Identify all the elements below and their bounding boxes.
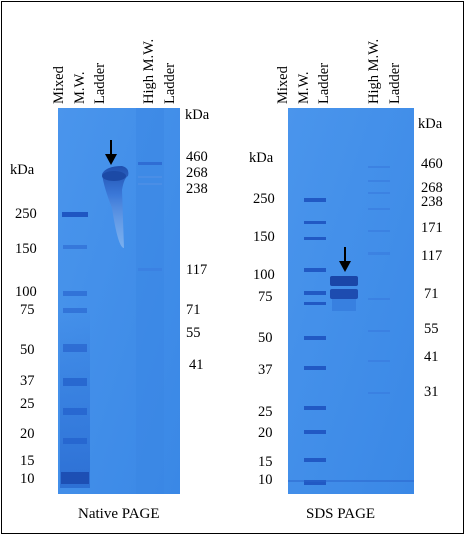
marker-117: 117 [421,248,443,264]
marker-250: 250 [253,191,275,207]
lane-header-high-mw: High M.W. [141,38,157,104]
marker-250: 250 [15,206,37,222]
lane-header-mw: M.W. [296,71,312,105]
sds-gel-image [288,108,414,494]
marker-100: 100 [253,267,275,283]
marker-15: 15 [20,453,35,469]
lane-header-ladder: Ladder [92,62,108,104]
marker-50: 50 [20,342,35,358]
marker-460: 460 [186,149,208,165]
lane-header-high-mw: High M.W. [366,38,382,104]
marker-150: 150 [15,241,37,257]
panel-caption: SDS PAGE [306,506,376,522]
marker-71: 71 [424,286,439,302]
marker-10: 10 [258,472,273,488]
lane-header-mixed: Mixed [51,66,67,104]
down-arrow-icon [105,140,117,165]
marker-10: 10 [20,471,35,487]
marker-31: 31 [424,384,439,400]
marker-25: 25 [20,396,35,412]
right-unit-label: kDa [418,116,443,132]
marker-37: 37 [20,373,35,389]
marker-268: 268 [421,180,443,196]
marker-37: 37 [258,362,273,378]
marker-41: 41 [424,349,439,365]
lane-header-mixed: Mixed [275,66,291,104]
marker-150: 150 [253,229,275,245]
lane-header-ladder-2: Ladder [162,62,178,104]
marker-75: 75 [20,302,35,318]
marker-55: 55 [424,321,439,337]
marker-15: 15 [258,454,273,470]
left-unit-label: kDa [249,150,274,166]
marker-71: 71 [186,302,201,318]
right-unit-label: kDa [185,107,210,123]
marker-20: 20 [258,425,273,441]
marker-117: 117 [186,262,208,278]
lane-header-ladder-2: Ladder [387,62,403,104]
marker-171: 171 [421,220,443,236]
marker-238: 238 [186,181,208,197]
lane-header-mw: M.W. [72,71,88,105]
marker-20: 20 [20,426,35,442]
marker-41: 41 [189,357,204,373]
marker-238: 238 [421,194,443,210]
native-gel-image [58,108,180,494]
panel-caption: Native PAGE [78,506,160,522]
marker-268: 268 [186,165,208,181]
left-unit-label: kDa [10,162,35,178]
marker-460: 460 [421,156,443,172]
marker-75: 75 [258,289,273,305]
marker-55: 55 [186,325,201,341]
marker-25: 25 [258,404,273,420]
down-arrow-icon [339,247,351,272]
lane-header-ladder: Ladder [316,62,332,104]
marker-100: 100 [15,284,37,300]
marker-50: 50 [258,330,273,346]
